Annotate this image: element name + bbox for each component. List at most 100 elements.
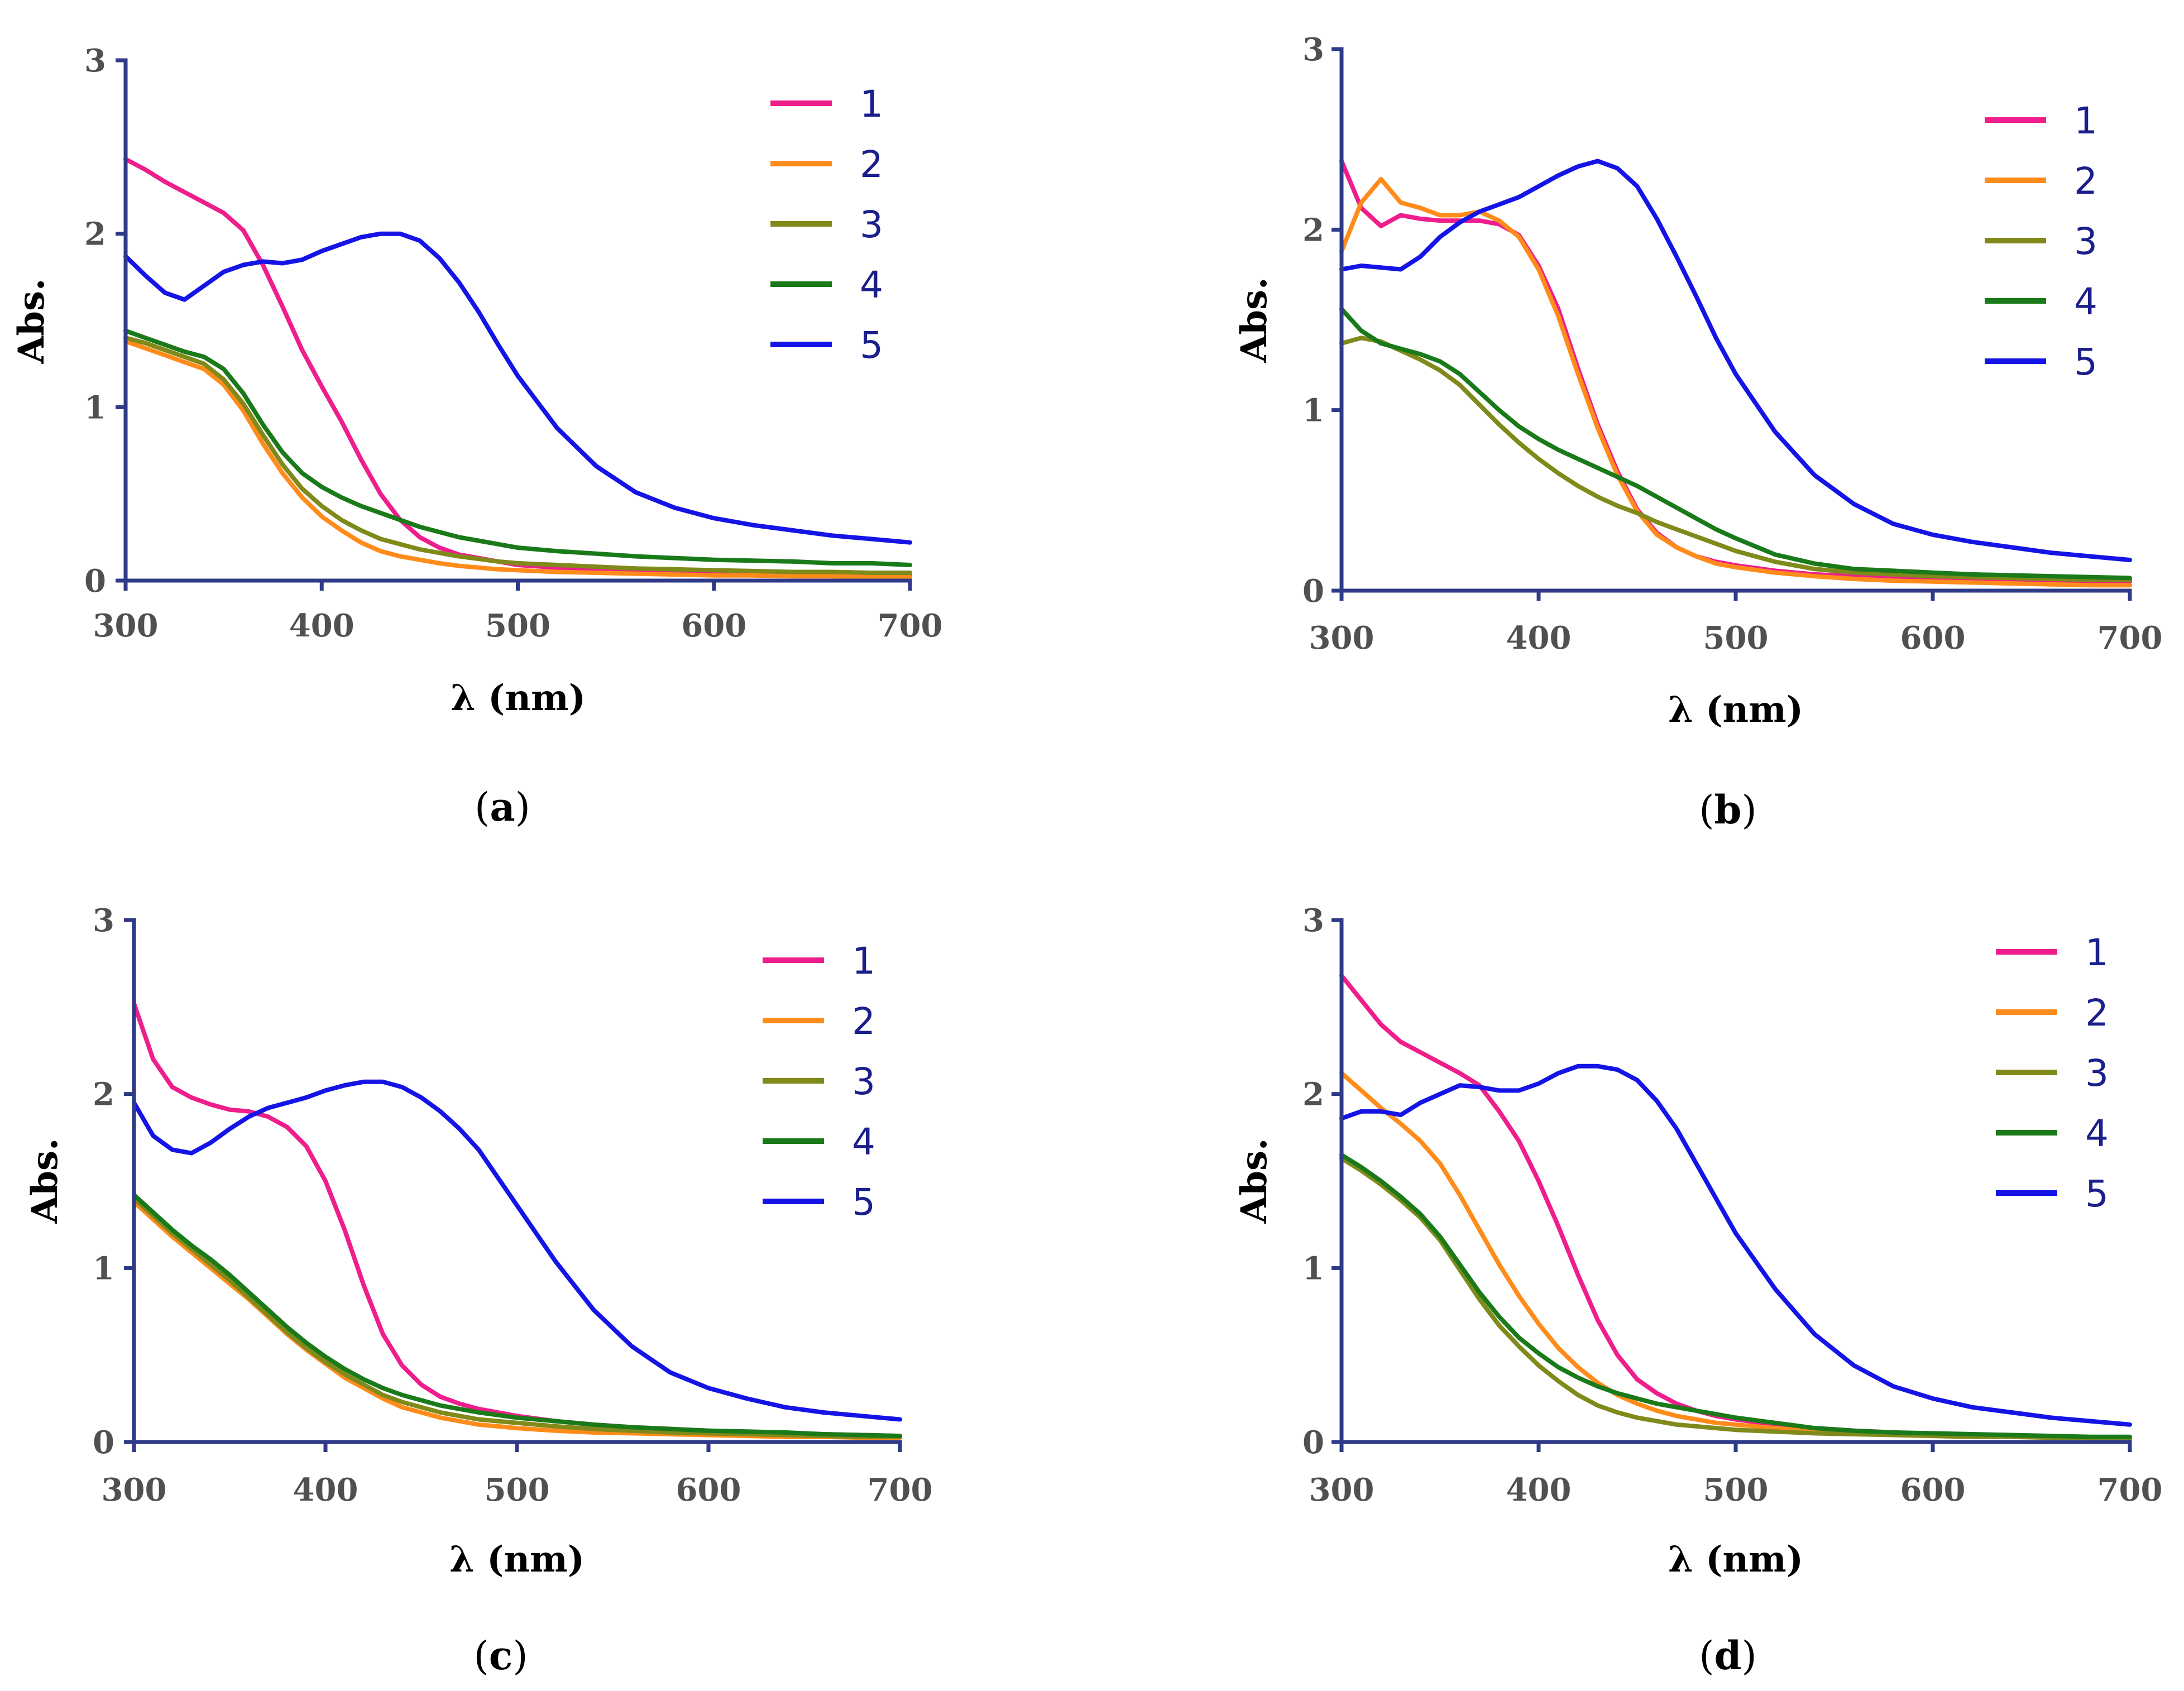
y-axis-title: Abs. bbox=[1233, 277, 1275, 363]
series-line-4 bbox=[1339, 1152, 2132, 1439]
y-tick-label: 1 bbox=[84, 389, 106, 426]
legend-label-4: 4 bbox=[860, 264, 883, 306]
x-tick-label: 300 bbox=[1309, 620, 1374, 657]
x-axis-title: λ (nm) bbox=[1668, 689, 1803, 731]
panel-label-open: ( bbox=[1699, 787, 1714, 833]
panel-label: (a) bbox=[475, 784, 530, 830]
x-tick-label: 300 bbox=[1309, 1472, 1374, 1508]
y-tick-label: 0 bbox=[93, 1424, 114, 1461]
x-tick-label: 400 bbox=[289, 607, 355, 644]
series-line-1 bbox=[1339, 973, 2132, 1441]
x-tick-label: 600 bbox=[1900, 620, 1966, 657]
y-tick-label: 2 bbox=[93, 1076, 114, 1113]
x-tick-label: 700 bbox=[878, 607, 943, 644]
panel-label-close: ) bbox=[515, 784, 530, 830]
x-tick-label: 700 bbox=[2097, 620, 2163, 657]
y-tick-label: 2 bbox=[1302, 1076, 1324, 1113]
panel-label-letter: a bbox=[490, 784, 515, 830]
chart-panel-b: 0 1 2 3 300 400 500 600 700 λ (nm) Abs. 1 2 3 4 5 (b) bbox=[1233, 31, 2162, 833]
legend-label-4: 4 bbox=[2074, 280, 2097, 323]
y-axis-title: Abs. bbox=[24, 1138, 66, 1224]
panel-label-close: ) bbox=[1741, 787, 1756, 833]
panel-label: (c) bbox=[473, 1632, 528, 1679]
legend-label-1: 1 bbox=[2085, 931, 2109, 974]
y-tick-label: 3 bbox=[1302, 902, 1324, 939]
x-tick-label: 600 bbox=[676, 1472, 741, 1508]
series-line-3 bbox=[132, 1196, 902, 1439]
legend-label-1: 1 bbox=[2074, 99, 2097, 142]
x-tick-label: 300 bbox=[93, 607, 159, 644]
panel-label: (b) bbox=[1699, 787, 1757, 833]
panel-label-close: ) bbox=[513, 1633, 528, 1679]
x-tick-label: 700 bbox=[2097, 1472, 2163, 1508]
y-tick-label: 2 bbox=[1302, 212, 1324, 248]
series-line-4 bbox=[123, 328, 912, 567]
y-axis-title: Abs. bbox=[1233, 1138, 1275, 1224]
series-line-2 bbox=[1339, 1071, 2132, 1440]
series-line-5 bbox=[132, 1079, 902, 1422]
legend-label-5: 5 bbox=[2074, 341, 2097, 384]
y-axis-title: Abs. bbox=[11, 279, 52, 365]
y-tick-label: 1 bbox=[1302, 392, 1324, 429]
legend-label-3: 3 bbox=[860, 203, 883, 246]
legend-label-2: 2 bbox=[860, 143, 883, 186]
x-tick-label: 500 bbox=[485, 1472, 550, 1508]
chart-panel-c: 0 1 2 3 300 400 500 600 700 λ (nm) Abs. 1 2 3 4 5 (c) bbox=[24, 902, 932, 1679]
series-line-4 bbox=[132, 1192, 902, 1439]
series-line-2 bbox=[123, 339, 912, 579]
legend-label-5: 5 bbox=[860, 324, 883, 367]
x-tick-label: 500 bbox=[1703, 620, 1769, 657]
series-line-5 bbox=[1339, 159, 2132, 562]
y-tick-label: 0 bbox=[1302, 1424, 1324, 1461]
legend-label-2: 2 bbox=[852, 1000, 875, 1043]
y-tick-label: 0 bbox=[1302, 573, 1324, 610]
panel-label-close: ) bbox=[1741, 1633, 1756, 1679]
panel-label-letter: b bbox=[1714, 787, 1742, 833]
x-tick-label: 700 bbox=[868, 1472, 933, 1508]
x-tick-label: 400 bbox=[1506, 620, 1572, 657]
legend-label-3: 3 bbox=[2074, 220, 2097, 263]
series-line-3 bbox=[1339, 1156, 2132, 1441]
panel-label-open: ( bbox=[473, 1633, 488, 1679]
legend-label-2: 2 bbox=[2085, 991, 2109, 1034]
y-tick-label: 2 bbox=[84, 216, 106, 253]
y-tick-label: 3 bbox=[93, 902, 114, 939]
x-axis-title: λ (nm) bbox=[449, 1539, 585, 1580]
x-tick-label: 500 bbox=[485, 607, 550, 644]
y-tick-label: 3 bbox=[84, 42, 106, 79]
x-tick-label: 300 bbox=[102, 1472, 167, 1508]
y-tick-label: 1 bbox=[93, 1250, 114, 1287]
chart-panel-a: 0 1 2 3 300 400 500 600 700 λ (nm) Abs. 1 2 3 4 5 (a) bbox=[11, 42, 942, 830]
legend-label-4: 4 bbox=[2085, 1112, 2109, 1155]
chart-panel-d: 0 1 2 3 300 400 500 600 700 λ (nm) Abs. 1 2 3 4 5 (d) bbox=[1233, 902, 2162, 1679]
legend-label-5: 5 bbox=[2085, 1172, 2109, 1215]
panel-label-letter: d bbox=[1714, 1632, 1742, 1679]
panel-label: (d) bbox=[1699, 1632, 1757, 1679]
series-line-5 bbox=[123, 231, 912, 545]
legend-label-2: 2 bbox=[2074, 160, 2097, 203]
legend-label-5: 5 bbox=[852, 1181, 875, 1224]
y-tick-label: 3 bbox=[1302, 31, 1324, 68]
series-line-3 bbox=[1339, 336, 2132, 582]
legend-label-3: 3 bbox=[852, 1060, 875, 1103]
x-tick-label: 600 bbox=[1900, 1472, 1966, 1508]
legend-label-1: 1 bbox=[860, 83, 883, 126]
panel-label-open: ( bbox=[475, 784, 490, 830]
x-tick-label: 500 bbox=[1703, 1472, 1769, 1508]
series-line-1 bbox=[132, 1001, 902, 1439]
legend-label-3: 3 bbox=[2085, 1052, 2109, 1095]
y-tick-label: 1 bbox=[1302, 1250, 1324, 1287]
series-line-2 bbox=[132, 1199, 902, 1440]
x-tick-label: 400 bbox=[293, 1472, 358, 1508]
x-tick-label: 400 bbox=[1506, 1472, 1572, 1508]
legend-label-1: 1 bbox=[852, 940, 875, 983]
x-axis-title: λ (nm) bbox=[1668, 1539, 1803, 1580]
panel-label-open: ( bbox=[1699, 1633, 1714, 1679]
x-tick-label: 600 bbox=[681, 607, 746, 644]
panel-label-letter: c bbox=[489, 1632, 513, 1679]
y-tick-label: 0 bbox=[84, 563, 106, 600]
series-line-4 bbox=[1339, 306, 2132, 581]
legend-label-4: 4 bbox=[852, 1120, 875, 1163]
series-line-5 bbox=[1339, 1064, 2132, 1427]
